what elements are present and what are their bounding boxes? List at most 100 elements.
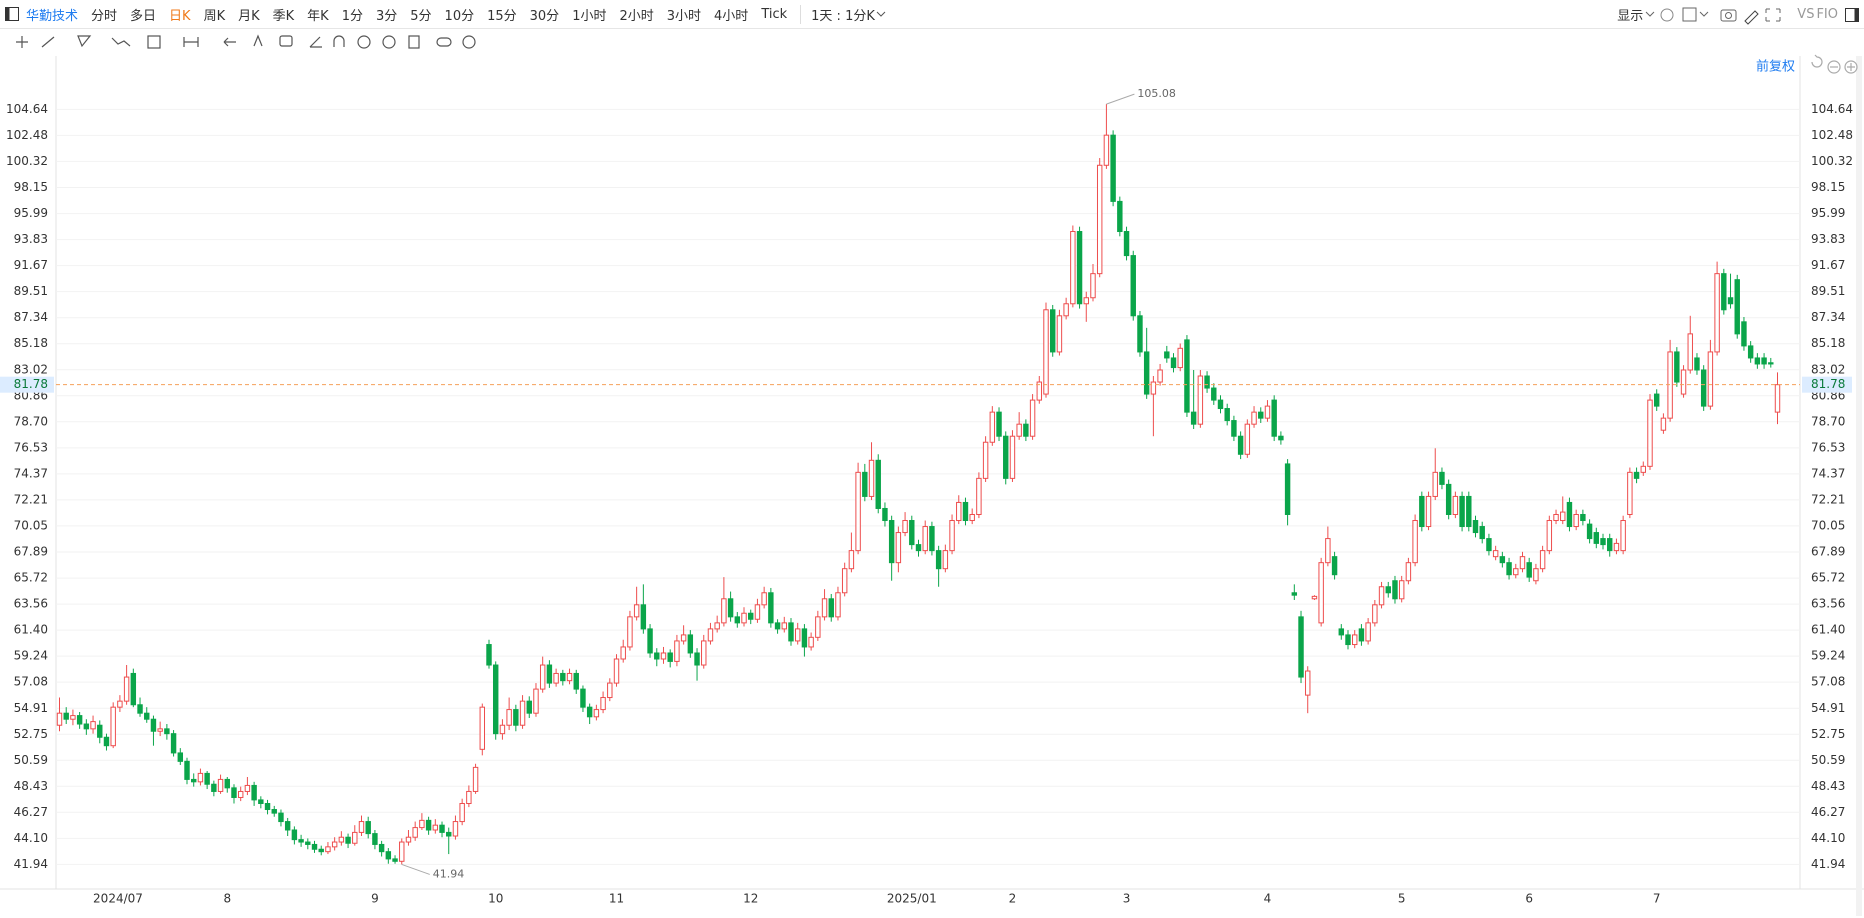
candle-body	[506, 709, 512, 726]
candle-body	[969, 513, 975, 522]
symbol-name[interactable]: 华勤技术	[26, 8, 79, 24]
period-tab[interactable]: 5分	[410, 8, 432, 24]
candle-body	[1768, 362, 1774, 365]
measure-tool[interactable]	[183, 37, 199, 47]
candle-body	[425, 819, 432, 831]
period-tab[interactable]: 3分	[375, 8, 398, 24]
reset-icon[interactable]	[1811, 54, 1823, 68]
x-tick-label: 4	[1264, 892, 1272, 906]
candle-body	[1633, 471, 1640, 479]
candle-body	[56, 712, 63, 726]
compare-symbol[interactable]: FIO	[1816, 7, 1838, 22]
display-menu[interactable]: 显示	[1617, 9, 1644, 24]
y-tick-label-left: 70.05	[14, 518, 48, 532]
y-tick-label-right: 91.67	[1811, 258, 1845, 272]
candle-body	[1311, 595, 1318, 600]
candle-body	[566, 672, 573, 682]
x-tick-label: 2024/07	[93, 892, 143, 906]
period-tab[interactable]: 2小时	[619, 8, 654, 24]
period-tab[interactable]: 月K	[238, 8, 260, 24]
period-tab[interactable]: 分时	[91, 8, 118, 24]
comment-tool[interactable]	[279, 35, 293, 47]
y-tick-label-left: 95.99	[14, 206, 48, 220]
scrollbar[interactable]	[1856, 56, 1862, 916]
text-tool[interactable]	[253, 34, 263, 47]
candle-body	[727, 598, 734, 618]
arrow-tool[interactable]	[223, 37, 236, 47]
last-price-label-right: 81.78	[1811, 377, 1845, 391]
candle-body	[1439, 471, 1445, 485]
hide-tool[interactable]	[382, 35, 396, 49]
line-tool[interactable]	[41, 36, 55, 48]
candle-body	[1251, 411, 1257, 425]
period-tab[interactable]: 季K	[272, 8, 295, 24]
last-price-box-left	[0, 376, 54, 393]
period-tab[interactable]: 30分	[529, 8, 560, 24]
period-tab[interactable]: 周K	[203, 8, 226, 24]
panel-toggle[interactable]	[1844, 7, 1864, 23]
candle-body	[680, 634, 687, 642]
y-tick-label-left: 50.59	[14, 753, 48, 767]
chart-tool[interactable]	[147, 35, 161, 49]
delete-tool[interactable]	[408, 35, 420, 49]
angle-tool[interactable]	[309, 36, 322, 48]
candles	[56, 104, 1781, 865]
x-tick-label: 6	[1525, 892, 1533, 906]
period-tab[interactable]: 日K	[169, 8, 191, 24]
settings-tool[interactable]	[462, 35, 476, 49]
sidebar-toggle[interactable]	[4, 6, 20, 22]
candle-body	[1036, 381, 1043, 401]
lock-tool[interactable]	[357, 35, 371, 49]
candle-body	[144, 712, 150, 720]
candle-body	[1526, 562, 1532, 578]
candle-body	[1258, 411, 1264, 419]
tool-icons[interactable]	[1643, 5, 1793, 25]
candle-body	[976, 477, 982, 515]
candle-body	[768, 592, 774, 624]
candle-body	[378, 843, 385, 853]
chart-controls[interactable]	[1811, 54, 1858, 74]
zoom-out-icon[interactable]	[1827, 60, 1841, 74]
candle-body	[291, 829, 298, 841]
right-tools: 显示 VS FIO	[1617, 0, 1864, 29]
shape-tool[interactable]	[77, 35, 92, 48]
candle-body	[1378, 586, 1385, 606]
period-tab[interactable]: 1小时	[572, 8, 607, 24]
y-tick-label-left: 41.94	[14, 857, 48, 871]
candle-body	[1157, 369, 1163, 383]
period-tab[interactable]: Tick	[761, 6, 788, 22]
y-tick-label-right: 100.32	[1811, 154, 1853, 168]
zoom-in-icon[interactable]	[1844, 60, 1858, 74]
candle-body	[1607, 538, 1613, 552]
candle-body	[895, 532, 902, 564]
interval-chevron[interactable]	[875, 8, 887, 20]
candle-body	[1117, 200, 1123, 233]
candle-body	[224, 778, 230, 789]
period-tab[interactable]: 多日	[130, 8, 157, 24]
y-tick-label-right: 78.70	[1811, 414, 1845, 428]
adjust-mode[interactable]: 前复权	[1756, 59, 1795, 75]
period-tab[interactable]: 年K	[307, 8, 329, 24]
candle-body	[1298, 616, 1304, 678]
move-tool[interactable]	[16, 36, 28, 48]
candle-body	[191, 778, 197, 783]
candle-body	[1419, 495, 1425, 528]
compare-button[interactable]: VS	[1797, 7, 1815, 22]
candle-body	[1721, 273, 1727, 311]
period-tab[interactable]: 3小时	[666, 8, 702, 24]
period-tab[interactable]: 15分	[487, 8, 517, 24]
y-tick-label-right: 59.24	[1811, 649, 1845, 663]
candle-body	[1150, 381, 1157, 395]
interval-select[interactable]: 1天 : 1分K	[800, 4, 875, 24]
magnet-tool[interactable]	[333, 35, 345, 47]
wave-tool[interactable]	[111, 37, 131, 47]
link-tool[interactable]	[436, 37, 452, 47]
period-tab[interactable]: 1分	[341, 8, 363, 24]
candle-body	[385, 851, 392, 860]
period-tab[interactable]: 10分	[444, 8, 475, 24]
candle-body	[962, 501, 969, 522]
candle-body	[1392, 580, 1398, 600]
period-tab[interactable]: 4小时	[714, 8, 749, 24]
candle-body	[1305, 670, 1311, 696]
